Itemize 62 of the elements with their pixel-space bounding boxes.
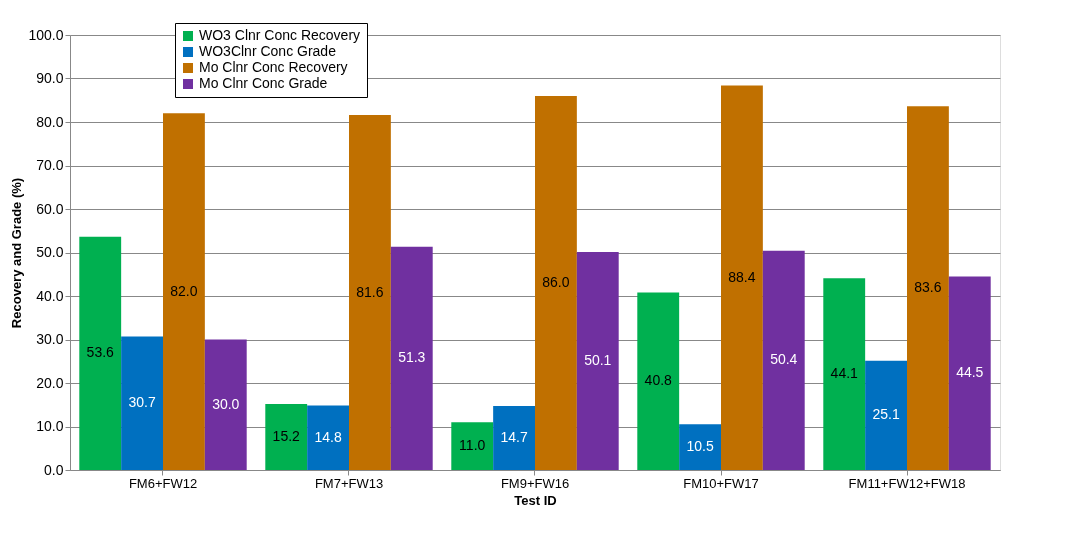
y-tick-label: 20.0: [36, 374, 64, 391]
bar: [679, 424, 721, 470]
data-label: 44.1: [830, 365, 859, 382]
data-label: 25.1: [872, 406, 900, 423]
bar: [907, 106, 949, 470]
data-label: 81.6: [356, 283, 384, 300]
x-tick-label: FM10+FW17: [683, 475, 759, 491]
bar: [762, 250, 805, 470]
data-label: 40.8: [644, 372, 673, 389]
y-tick-label: 90.0: [36, 70, 64, 86]
y-tick-label: 0.0: [44, 461, 64, 478]
legend-label: WO3 Clnr Conc Recovery: [199, 27, 361, 43]
y-tick-label: 100.0: [28, 26, 64, 43]
data-label: 82.0: [170, 282, 198, 299]
bar: [493, 406, 535, 470]
legend-label: Mo Clnr Conc Grade: [199, 75, 328, 91]
data-label: 30.7: [128, 394, 156, 411]
bar: [865, 360, 907, 470]
data-label: 15.2: [272, 427, 301, 444]
data-label: 51.3: [398, 349, 426, 366]
bar: [721, 85, 763, 470]
y-axis-title: Recovery and Grade (%): [9, 177, 25, 329]
data-label: 88.4: [728, 268, 756, 285]
legend-label: WO3Clnr Conc Grade: [199, 43, 337, 59]
data-label: 50.1: [584, 352, 612, 369]
bar: [576, 252, 619, 470]
bar: [451, 422, 494, 470]
bar: [121, 336, 163, 470]
y-tick-label: 10.0: [36, 418, 64, 434]
bar: [307, 405, 349, 470]
x-tick-label: FM6+FW12: [128, 475, 198, 491]
bar: [948, 276, 991, 470]
bar: [349, 115, 391, 470]
bar: [637, 292, 680, 470]
data-label: 14.8: [314, 428, 342, 445]
bar: [823, 278, 866, 470]
data-label: 30.0: [212, 395, 240, 412]
data-label: 14.7: [500, 429, 528, 446]
x-tick-label: FM9+FW16: [500, 475, 570, 491]
y-tick-label: 60.0: [36, 200, 64, 217]
data-label: 11.0: [459, 437, 486, 454]
bar: [535, 95, 577, 470]
x-axis-title: Test ID: [514, 492, 557, 508]
y-tick-label: 70.0: [36, 157, 64, 173]
data-label: 10.5: [686, 438, 714, 455]
x-tick-label: FM11+FW12+FW18: [848, 475, 966, 491]
y-tick-label: 50.0: [36, 244, 64, 260]
data-label: 83.6: [914, 279, 942, 296]
legend-label: Mo Clnr Conc Recovery: [199, 59, 348, 75]
bar: [79, 236, 122, 470]
bar: [163, 113, 205, 470]
y-tick-label: 80.0: [36, 113, 64, 130]
data-label: 44.5: [956, 364, 984, 381]
data-label: 53.6: [86, 344, 115, 361]
y-tick-label: 40.0: [36, 287, 64, 304]
data-label: 50.4: [770, 351, 798, 368]
x-tick-label: FM7+FW13: [314, 475, 384, 491]
bar: [390, 246, 433, 470]
bar: [204, 339, 247, 470]
data-label: 86.0: [542, 273, 570, 290]
y-tick-label: 30.0: [36, 331, 64, 347]
bar: [265, 403, 308, 470]
